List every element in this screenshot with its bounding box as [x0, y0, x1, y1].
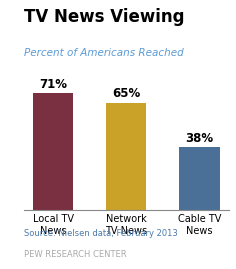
- Text: 38%: 38%: [185, 132, 214, 145]
- Text: PEW RESEARCH CENTER: PEW RESEARCH CENTER: [24, 250, 126, 259]
- Bar: [106, 103, 146, 210]
- Bar: [33, 93, 73, 210]
- Text: 65%: 65%: [112, 87, 140, 100]
- Text: 71%: 71%: [39, 77, 67, 90]
- Text: Percent of Americans Reached: Percent of Americans Reached: [24, 48, 183, 58]
- Bar: [179, 147, 219, 210]
- Text: Source: Nielsen data, February 2013: Source: Nielsen data, February 2013: [24, 229, 177, 238]
- Text: TV News Viewing: TV News Viewing: [24, 8, 184, 26]
